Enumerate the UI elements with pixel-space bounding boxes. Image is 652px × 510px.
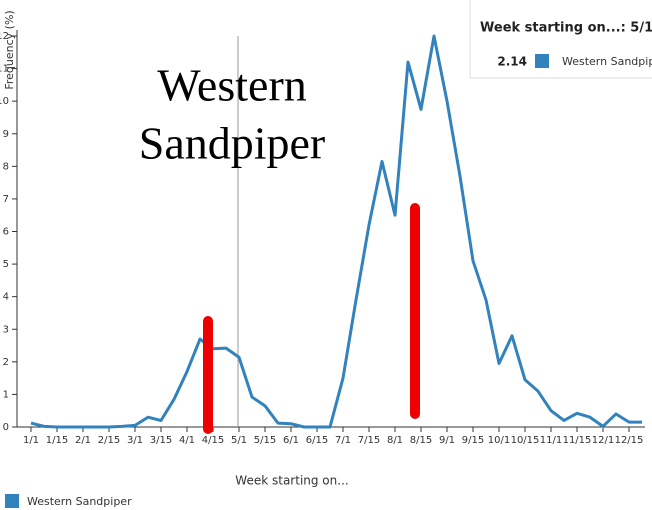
tooltip-title: Week starting on...: 5/1 [480,21,652,36]
y-tick-label: 8 [3,161,9,172]
x-tick-label: 11/15 [563,435,592,446]
y-tick-label: 10 [0,96,9,107]
x-tick-label: 1/15 [46,435,68,446]
y-axis-label: Frequency (%) [3,10,16,89]
x-tick-label: 7/1 [335,435,351,446]
x-tick-label: 10/1 [488,435,510,446]
x-tick-label: 1/1 [23,435,39,446]
x-tick-label: 10/15 [511,435,540,446]
x-tick-label: 6/15 [306,435,328,446]
x-tick-label: 7/15 [358,435,380,446]
plot: 01234567891011121/11/152/12/153/13/154/1… [0,31,643,446]
tooltip-swatch [535,54,549,68]
x-tick-label: 8/15 [410,435,432,446]
y-tick-label: 4 [3,292,9,303]
y-tick-label: 11 [0,64,9,75]
tooltip-series: Western Sandpiper [562,55,652,68]
x-tick-label: 11/1 [540,435,562,446]
x-tick-label: 2/1 [75,435,91,446]
x-tick-label: 12/1 [592,435,614,446]
y-tick-label: 12 [0,31,9,42]
x-tick-label: 2/15 [98,435,120,446]
x-tick-label: 3/1 [127,435,143,446]
x-tick-label: 8/1 [387,435,403,446]
y-tick-label: 2 [3,357,9,368]
legend-label: Western Sandpiper [27,495,132,508]
highlight-bar [410,203,420,419]
y-tick-label: 0 [3,422,9,433]
highlight-bar [203,316,213,434]
x-tick-label: 3/15 [150,435,172,446]
y-tick-label: 7 [3,194,9,205]
series-line [30,34,642,429]
x-tick-label: 5/15 [254,435,276,446]
x-tick-label: 12/15 [615,435,644,446]
y-tick-label: 5 [3,259,9,270]
x-tick-label: 4/1 [179,435,195,446]
x-tick-label: 6/1 [283,435,299,446]
tooltip-value: 2.14 [497,55,527,69]
x-tick-label: 9/1 [439,435,455,446]
x-tick-label: 9/15 [462,435,484,446]
tooltip [469,0,652,79]
annotation: Western [157,60,307,111]
y-tick-label: 1 [3,389,9,400]
x-axis-label: Week starting on... [235,474,348,488]
x-tick-label: 4/15 [202,435,224,446]
y-tick-label: 3 [3,324,9,335]
annotation: Sandpiper [139,118,326,169]
x-tick-label: 5/1 [231,435,247,446]
y-tick-label: 9 [3,129,9,140]
y-tick-label: 6 [3,227,9,238]
legend-swatch [5,494,19,508]
